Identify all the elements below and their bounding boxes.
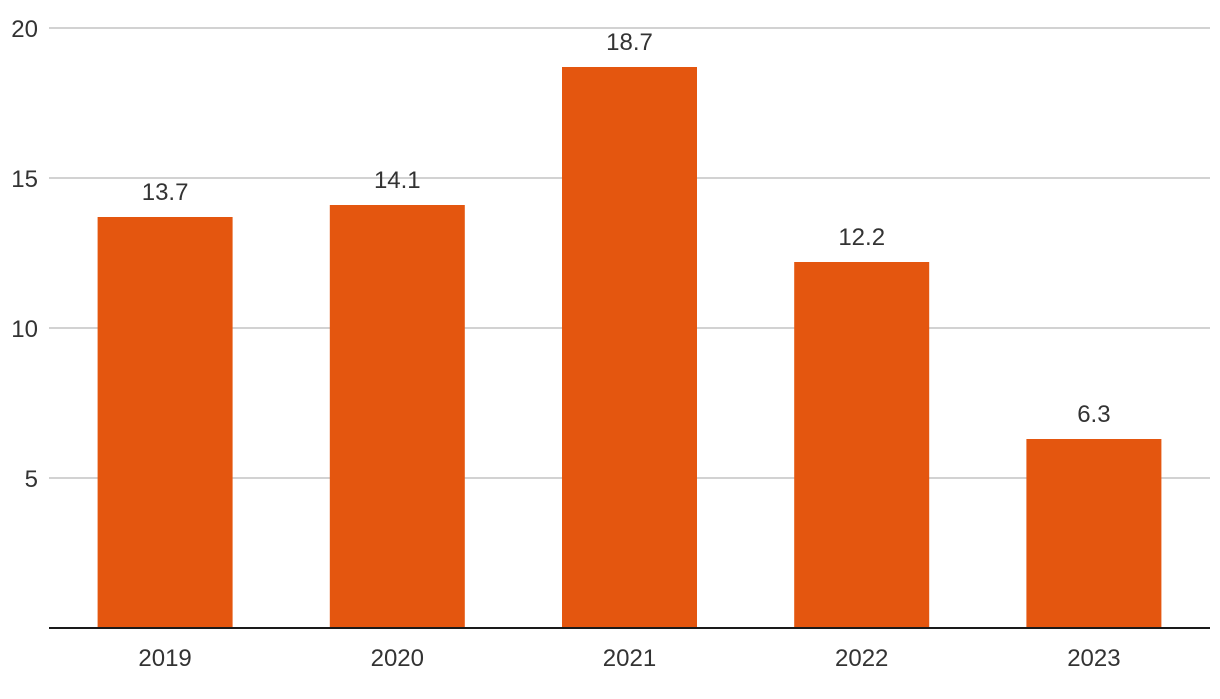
bar-value-label: 14.1 bbox=[374, 167, 421, 194]
x-tick-label: 2021 bbox=[603, 645, 656, 672]
y-tick-label: 5 bbox=[25, 466, 38, 493]
x-tick-label: 2020 bbox=[371, 645, 424, 672]
x-axis-tick-labels: 2019 2020 2021 2022 2023 bbox=[138, 645, 1120, 672]
bar-2019 bbox=[97, 217, 233, 628]
y-axis-tick-labels: 5 10 15 20 bbox=[11, 16, 38, 493]
y-tick-label: 20 bbox=[11, 16, 38, 43]
bar-value-label: 13.7 bbox=[142, 179, 189, 206]
y-tick-label: 15 bbox=[11, 166, 38, 193]
bar-2021 bbox=[562, 67, 697, 628]
bar-2023 bbox=[1026, 439, 1162, 628]
bar-2022 bbox=[794, 262, 930, 628]
bar-value-label: 18.7 bbox=[606, 29, 653, 56]
x-tick-label: 2019 bbox=[138, 645, 191, 672]
x-tick-label: 2022 bbox=[835, 645, 888, 672]
x-tick-label: 2023 bbox=[1067, 645, 1120, 672]
y-tick-label: 10 bbox=[11, 316, 38, 343]
bar-value-label: 12.2 bbox=[838, 224, 885, 251]
bar-value-labels: 13.7 14.1 18.7 12.2 6.3 bbox=[142, 29, 1111, 428]
bars bbox=[97, 67, 1162, 628]
bar-2020 bbox=[329, 205, 465, 628]
bar-value-label: 6.3 bbox=[1077, 401, 1110, 428]
